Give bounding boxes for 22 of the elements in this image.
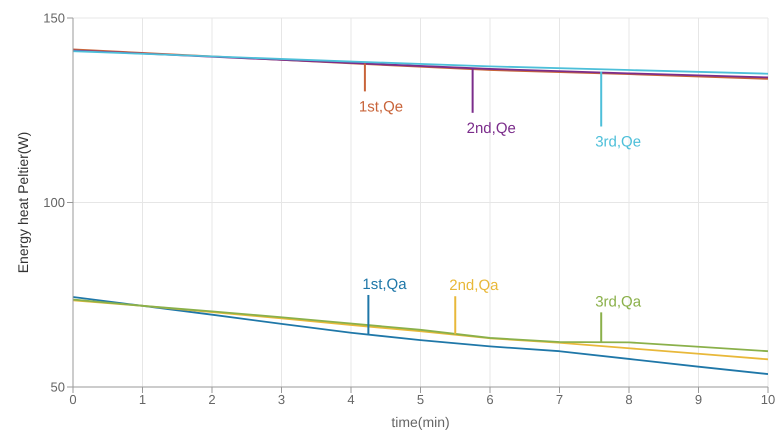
annotation: 1st,Qa — [362, 276, 408, 293]
x-tick-label: 8 — [625, 392, 633, 408]
x-tick-label: 4 — [347, 392, 355, 408]
annotation: 1st,Qe — [358, 98, 404, 116]
annotation: 2nd,Qa — [449, 277, 500, 294]
x-tick-label: 10 — [760, 392, 776, 408]
y-tick-label: 150 — [43, 10, 65, 26]
y-axis-title: Energy heat Peltier(W) — [14, 132, 31, 274]
y-tick-label: 50 — [50, 380, 65, 395]
x-tick-label: 9 — [694, 392, 702, 408]
x-tick-label: 7 — [556, 392, 564, 408]
x-tick-label: 5 — [416, 392, 424, 408]
annotation: 2nd,Qe — [466, 120, 516, 137]
x-tick-label: 1 — [138, 392, 146, 408]
x-tick-label: 6 — [486, 392, 494, 408]
x-axis-title: time(min) — [391, 414, 450, 430]
annotation: 3rd,Qa — [595, 293, 642, 310]
x-tick-label: 2 — [208, 392, 216, 408]
y-tick-label: 100 — [43, 195, 65, 210]
x-tick-label: 0 — [69, 392, 77, 408]
x-tick-label: 3 — [278, 392, 286, 408]
annotation: 3rd,Qe — [595, 134, 642, 151]
